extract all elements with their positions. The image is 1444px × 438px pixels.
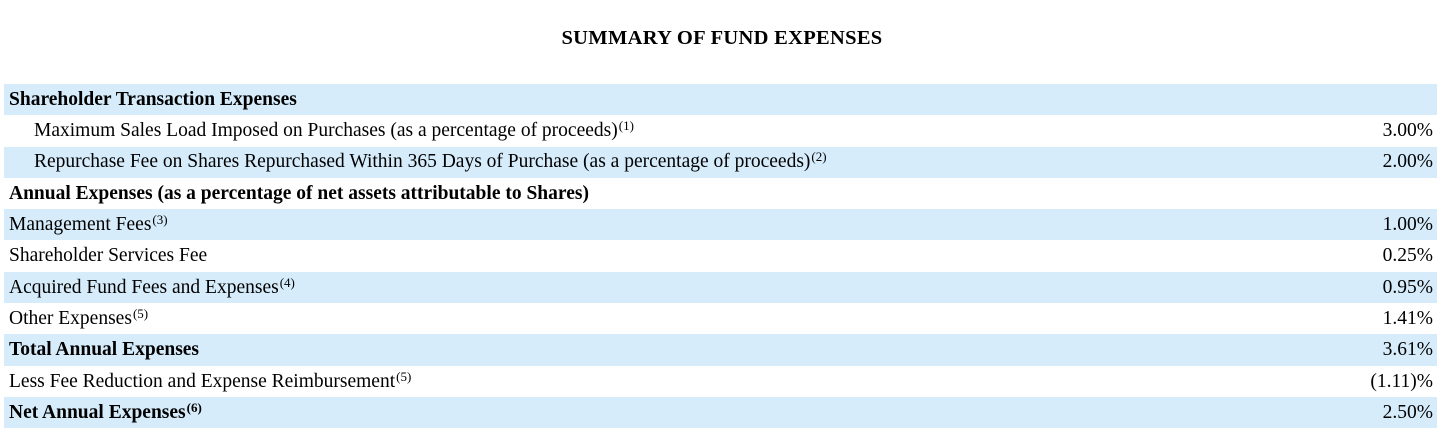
table-row: Shareholder Services Fee 0.25% [4, 240, 1437, 272]
footnote-ref: (3) [152, 212, 168, 228]
row-value: (1.11)% [1370, 370, 1433, 392]
row-label: Shareholder Services Fee [9, 245, 208, 267]
table-row: Less Fee Reduction and Expense Reimburse… [4, 365, 1437, 397]
footnote-ref: (2) [811, 149, 827, 165]
table-row: Total Annual Expenses 3.61% [4, 334, 1437, 366]
row-label: Annual Expenses (as a percentage of net … [9, 182, 589, 204]
row-label: Repurchase Fee on Shares Repurchased Wit… [34, 149, 827, 173]
table-row: Maximum Sales Load Imposed on Purchases … [4, 115, 1437, 147]
table-row: Shareholder Transaction Expenses [4, 84, 1437, 116]
row-label: Other Expenses(5) [9, 305, 149, 329]
footnote-ref: (6) [186, 399, 202, 415]
row-label: Maximum Sales Load Imposed on Purchases … [34, 118, 634, 142]
row-value: 0.95% [1382, 276, 1433, 298]
row-label: Less Fee Reduction and Expense Reimburse… [9, 368, 412, 392]
row-label: Total Annual Expenses [9, 339, 200, 361]
row-label: Net Annual Expenses(6) [9, 399, 202, 423]
table-row: Net Annual Expenses(6) 2.50% [4, 396, 1437, 429]
footnote-ref: (5) [132, 305, 149, 321]
footnote-ref: (4) [279, 274, 295, 290]
footnote-ref: (5) [396, 368, 412, 384]
row-value: 3.00% [1382, 120, 1433, 142]
expense-table-body: Shareholder Transaction Expenses Maximum … [4, 84, 1437, 429]
row-value: 1.00% [1382, 214, 1433, 236]
expense-table: Shareholder Transaction Expenses Maximum … [4, 84, 1437, 429]
row-label: Acquired Fund Fees and Expenses(4) [9, 274, 295, 298]
row-value: 1.41% [1382, 307, 1433, 329]
row-value: 2.00% [1382, 151, 1433, 173]
row-label: Management Fees(3) [9, 212, 168, 236]
row-value: 3.61% [1382, 339, 1433, 361]
row-value: 0.25% [1382, 245, 1433, 267]
table-row: Acquired Fund Fees and Expenses(4) 0.95% [4, 271, 1437, 304]
table-row: Annual Expenses (as a percentage of net … [4, 177, 1437, 210]
table-row: Management Fees(3) 1.00% [4, 209, 1437, 241]
row-label: Shareholder Transaction Expenses [9, 88, 297, 110]
footnote-ref: (1) [618, 118, 634, 134]
table-row: Repurchase Fee on Shares Repurchased Wit… [4, 146, 1437, 178]
page-title: SUMMARY OF FUND EXPENSES [561, 27, 883, 49]
row-value: 2.50% [1382, 401, 1433, 423]
table-row: Other Expenses(5) 1.41% [4, 303, 1437, 335]
